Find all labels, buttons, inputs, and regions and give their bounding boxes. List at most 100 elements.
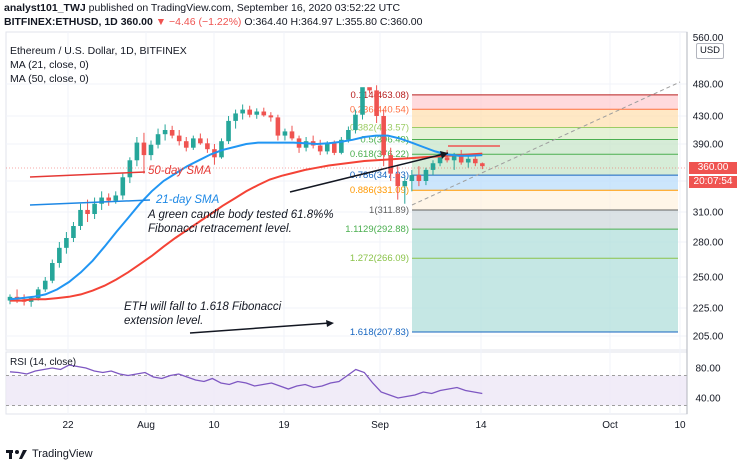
x-tick-label: 10 [208, 420, 220, 431]
candle-body [374, 90, 379, 116]
published-text: published on TradingView.com, September … [88, 2, 401, 14]
candle-body [99, 197, 104, 204]
candle-body [402, 181, 408, 187]
footer-brand: TradingView [32, 448, 93, 460]
fib-band [412, 258, 678, 333]
candle-body [367, 87, 372, 91]
ma21-line [9, 134, 483, 301]
fib-band [412, 210, 678, 230]
candle-body [465, 158, 471, 163]
sma21-callout-line [29, 199, 151, 206]
fib-level-label: 1(311.89) [369, 205, 409, 216]
candle-body [416, 175, 422, 181]
last-price-tag: 360.00 [689, 162, 737, 174]
fib-level-label: 1.1129(292.88) [345, 224, 409, 235]
candle-body [127, 160, 133, 178]
ohlc-open: O:364.40 [244, 16, 288, 28]
y-tick-label: 480.00 [693, 80, 724, 91]
candle-body [458, 154, 464, 163]
fib-band [412, 127, 678, 140]
x-tick-label: 22 [62, 420, 74, 431]
annotation-eth-line1: ETH will fall to 1.618 Fibonacci [124, 301, 282, 313]
candle-body [360, 87, 365, 115]
candle-body [451, 154, 457, 161]
rsi-label[interactable]: RSI (14, close) [10, 357, 77, 368]
candle-body [409, 175, 415, 181]
candle-body [275, 117, 281, 136]
legend: Ethereum / U.S. Dollar, 1D, BITFINEX MA … [10, 44, 187, 86]
candle-body [183, 141, 189, 148]
annotation-tested: A green candle body tested 61.8%% Fibona… [148, 208, 334, 236]
candle-body [339, 139, 344, 153]
candle-body [261, 111, 267, 116]
fib-level-label: 0.236(440.54) [350, 104, 409, 115]
legend-title: Ethereum / U.S. Dollar, 1D, BITFINEX [10, 45, 187, 57]
y-tick-label: 430.00 [693, 112, 724, 123]
currency-button[interactable]: USD [696, 43, 724, 59]
rsi-band [6, 375, 687, 406]
annotation-tested-line2: Fibonacci retracement level. [148, 223, 292, 235]
rsi-panel [6, 364, 687, 406]
candle-body [42, 280, 48, 290]
candle-body [317, 145, 323, 152]
annotation-tested-line1: A green candle body tested 61.8%% [148, 209, 334, 221]
candle-body [282, 131, 288, 136]
legend-ma21[interactable]: MA (21, close, 0) [10, 59, 89, 71]
legend-ma50[interactable]: MA (50, close, 0) [10, 73, 89, 85]
x-tick-label: 14 [475, 420, 487, 431]
candle-body [303, 141, 309, 148]
rsi-tick-label: 80.00 [695, 364, 720, 375]
x-tick-label: Sep [371, 420, 389, 431]
fib-trend-line [411, 81, 681, 206]
candle-body [444, 157, 450, 161]
symbol-line: BITFINEX:ETHUSD, 1D 360.00 ▼ −4.46 (−1.2… [4, 16, 422, 28]
candle-body [353, 114, 358, 130]
last-price: 360.00 [120, 16, 153, 28]
candle-body [169, 130, 175, 136]
candle-body [120, 177, 126, 196]
eth-arrow-head [326, 320, 334, 327]
y-tick-label: 390.00 [693, 140, 724, 151]
eth-arrow-line [189, 322, 331, 334]
x-tick-label: 19 [278, 420, 290, 431]
y-tick-label: 225.00 [693, 304, 724, 315]
y-tick-label: 310.00 [693, 208, 724, 219]
candle-body [113, 195, 119, 201]
fib-level-label: 0.786(347.93) [350, 170, 409, 181]
candle-body [78, 209, 83, 226]
footer[interactable]: TradingView [6, 448, 93, 460]
candle-body [85, 209, 90, 214]
tested-arrow-line [289, 152, 449, 193]
fib-level-label: 0.886(331.09) [350, 185, 409, 196]
annotation-eth-line2: extension level. [124, 315, 204, 327]
fib-level-label: 0.618(376.22) [350, 149, 409, 160]
publisher-name[interactable]: analyst101_TWJ [4, 2, 86, 14]
fib-band [412, 190, 678, 211]
candle-body [395, 173, 401, 187]
x-tick-label: Aug [137, 420, 155, 431]
candle-body [148, 144, 154, 156]
annotation-21day: 21-day SMA [156, 194, 220, 206]
y-tick-top-label: 560.00 [693, 33, 724, 44]
candle-body [162, 130, 168, 135]
price-axis[interactable]: 480.00430.00390.00340.00310.00280.00250.… [686, 32, 724, 414]
y-tick-label: 280.00 [693, 238, 724, 249]
candle-body [71, 226, 76, 238]
symbol[interactable]: BITFINEX:ETHUSD, 1D [4, 16, 118, 28]
ohlc-high: H:364.97 [290, 16, 334, 28]
candle-body [50, 263, 55, 281]
ma50-line [10, 152, 483, 302]
fibonacci-tool[interactable]: 0.114(463.08) 0.236(440.54) 0.382(413.57) 0… [345, 81, 681, 338]
candle-body [473, 158, 478, 164]
candle-body [134, 142, 140, 161]
candlestick-series [7, 85, 485, 307]
candle-body [106, 197, 111, 201]
time-axis[interactable]: 22 Aug 10 19 Sep 14 Oct 10 [62, 420, 686, 431]
candle-body [233, 113, 238, 121]
candle-body [155, 134, 161, 145]
sma50-callout-line [29, 171, 146, 178]
trend-drawings[interactable] [6, 145, 687, 334]
x-tick-label: Oct [602, 420, 618, 431]
fib-band [412, 94, 678, 110]
